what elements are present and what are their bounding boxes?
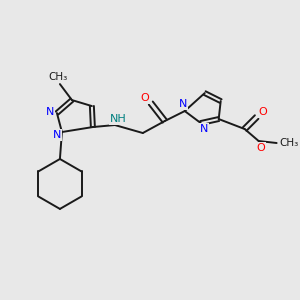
Text: O: O xyxy=(140,93,149,103)
Text: NH: NH xyxy=(110,114,126,124)
Text: N: N xyxy=(178,99,187,109)
Text: CH₃: CH₃ xyxy=(279,138,298,148)
Text: O: O xyxy=(258,107,267,117)
Text: N: N xyxy=(53,130,61,140)
Text: O: O xyxy=(256,143,265,153)
Text: N: N xyxy=(46,107,54,117)
Text: CH₃: CH₃ xyxy=(48,72,68,82)
Text: N: N xyxy=(200,124,208,134)
